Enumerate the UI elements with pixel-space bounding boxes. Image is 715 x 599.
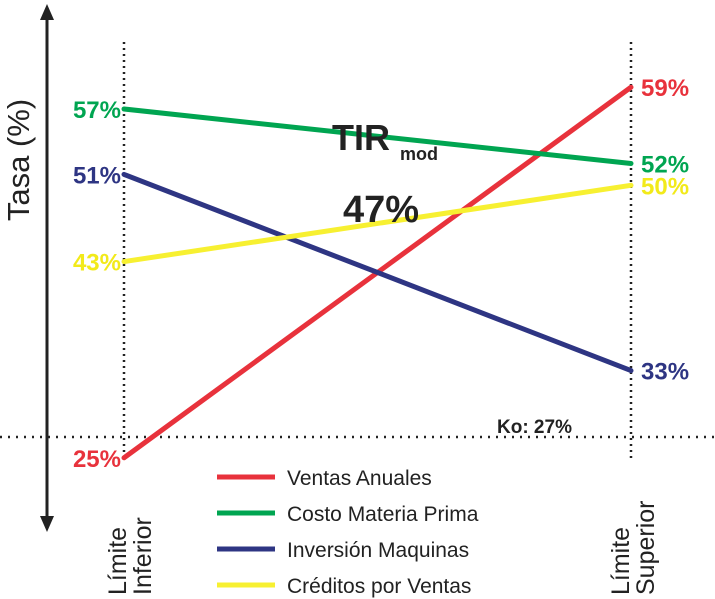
tir-title-sub: mod [400,144,438,164]
right-value-label-creditos-por-ventas: 50% [641,173,689,200]
left-value-label-creditos-por-ventas: 43% [73,250,121,277]
y-axis-label: Tasa (%) [1,99,36,221]
ko-label: Ko: 27% [497,417,572,438]
series-line-inversion-maquinas [121,171,634,374]
legend-label-inversion-maquinas: Inversión Maquinas [287,539,469,562]
series-line-creditos-por-ventas [121,182,634,265]
lower-limit-label-line1: Límite [104,527,132,595]
legend-label-ventas-anuales: Ventas Anuales [287,467,432,490]
tir-title: TIR mod [332,117,438,164]
series-line-costo-materia-prima [121,106,634,166]
value-labels: 25% 59% 57% 52% 51% 33% 43% 50% [73,75,689,473]
left-value-label-inversion-maquinas: 51% [73,162,121,189]
tir-value-label: 47% [343,189,419,231]
upper-limit-label-line1: Límite [607,527,635,595]
lower-limit-label: Límite Inferior [104,517,157,595]
series-lines [121,84,634,461]
y-axis [40,4,54,532]
legend-label-costo-materia-prima: Costo Materia Prima [287,503,479,526]
upper-limit-label: Límite Superior [607,501,660,596]
right-value-label-inversion-maquinas: 33% [641,359,689,386]
legend-label-creditos-por-ventas: Créditos por Ventas [287,575,471,598]
upper-limit-label-line2: Superior [632,501,660,596]
left-value-label-ventas-anuales: 25% [73,446,121,473]
right-value-label-ventas-anuales: 59% [641,75,689,102]
right-value-label-costo-materia-prima: 52% [641,152,689,179]
tir-title-main: TIR [332,117,390,158]
lower-limit-label-line2: Inferior [129,517,157,595]
legend: Ventas Anuales Costo Materia Prima Inversi… [217,467,479,598]
left-value-label-costo-materia-prima: 57% [73,97,121,124]
